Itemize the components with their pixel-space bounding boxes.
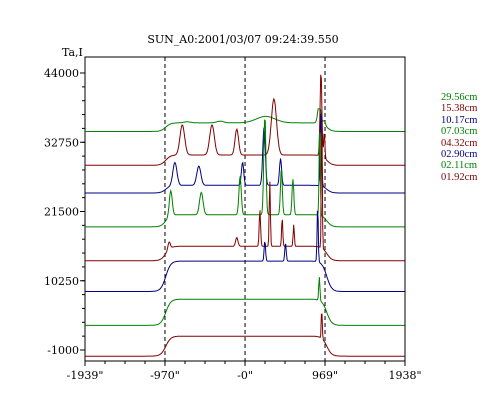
series-line (85, 108, 405, 132)
y-axis: 44000 32750 21500 10250 -1000 (44, 67, 85, 357)
y-tick-label: 32750 (44, 136, 79, 149)
y-tick-label: 21500 (44, 206, 79, 219)
series-traces (85, 74, 405, 357)
legend-entry: 29.56cm (441, 92, 478, 103)
legend-entry: 02.90cm (441, 149, 478, 161)
x-tick-label: -1939" (67, 369, 104, 382)
legend-entry: 01.92cm (441, 171, 478, 183)
series-line (85, 210, 405, 292)
legend-entry: 02.11cm (441, 160, 478, 172)
series-line (85, 277, 405, 326)
legend-entry: 10.17cm (441, 114, 478, 126)
x-axis: -1939" -970" -0" 969" 1938" (67, 361, 422, 382)
x-tick-label: 969" (312, 369, 338, 382)
y-tick-label: -1000 (47, 344, 79, 357)
legend-entry: 07.03cm (441, 126, 478, 138)
legend-entry: 15.38cm (441, 103, 478, 115)
chart-title: SUN_A0:2001/03/07 09:24:39.550 (147, 33, 338, 46)
x-tick-label: -970" (150, 369, 180, 382)
y-tick-label: 10250 (44, 275, 79, 288)
legend-entry: 04.32cm (441, 137, 478, 149)
x-tick-label: -0" (237, 369, 253, 382)
series-line (85, 113, 405, 194)
x-tick-label: 1938" (388, 369, 421, 382)
vertical-markers (164, 57, 326, 361)
series-line (85, 122, 405, 262)
series-line (85, 119, 405, 228)
y-tick-label: 44000 (44, 67, 79, 80)
y-axis-label: Ta,I (62, 46, 83, 59)
series-line (85, 74, 405, 166)
series-line (85, 313, 405, 357)
legend: 29.56cm 15.38cm 10.17cm 07.03cm 04.32cm 02.90… (441, 92, 477, 183)
